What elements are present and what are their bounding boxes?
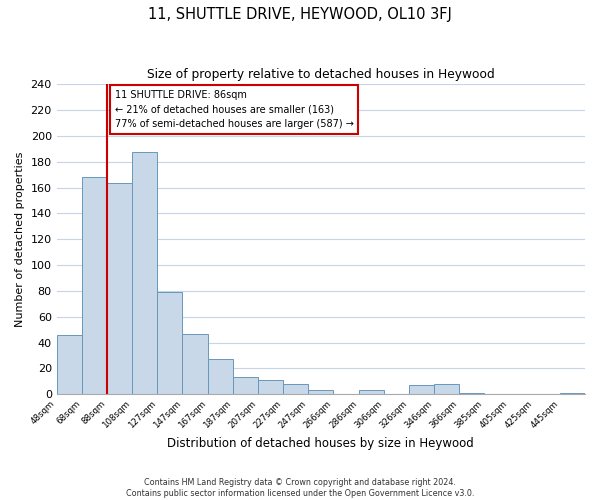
Bar	[258, 380, 283, 394]
Bar	[182, 334, 208, 394]
Bar	[308, 390, 334, 394]
Title: Size of property relative to detached houses in Heywood: Size of property relative to detached ho…	[147, 68, 495, 80]
X-axis label: Distribution of detached houses by size in Heywood: Distribution of detached houses by size …	[167, 437, 474, 450]
Bar	[560, 393, 585, 394]
Bar	[283, 384, 308, 394]
Bar	[107, 182, 132, 394]
Bar	[459, 393, 484, 394]
Bar	[56, 335, 82, 394]
Text: 11, SHUTTLE DRIVE, HEYWOOD, OL10 3FJ: 11, SHUTTLE DRIVE, HEYWOOD, OL10 3FJ	[148, 8, 452, 22]
Bar	[132, 152, 157, 394]
Bar	[82, 178, 107, 394]
Y-axis label: Number of detached properties: Number of detached properties	[15, 152, 25, 327]
Bar	[233, 378, 258, 394]
Bar	[434, 384, 459, 394]
Bar	[208, 360, 233, 394]
Text: 11 SHUTTLE DRIVE: 86sqm
← 21% of detached houses are smaller (163)
77% of semi-d: 11 SHUTTLE DRIVE: 86sqm ← 21% of detache…	[115, 90, 353, 129]
Bar	[409, 385, 434, 394]
Text: Contains HM Land Registry data © Crown copyright and database right 2024.
Contai: Contains HM Land Registry data © Crown c…	[126, 478, 474, 498]
Bar	[157, 292, 182, 394]
Bar	[359, 390, 384, 394]
